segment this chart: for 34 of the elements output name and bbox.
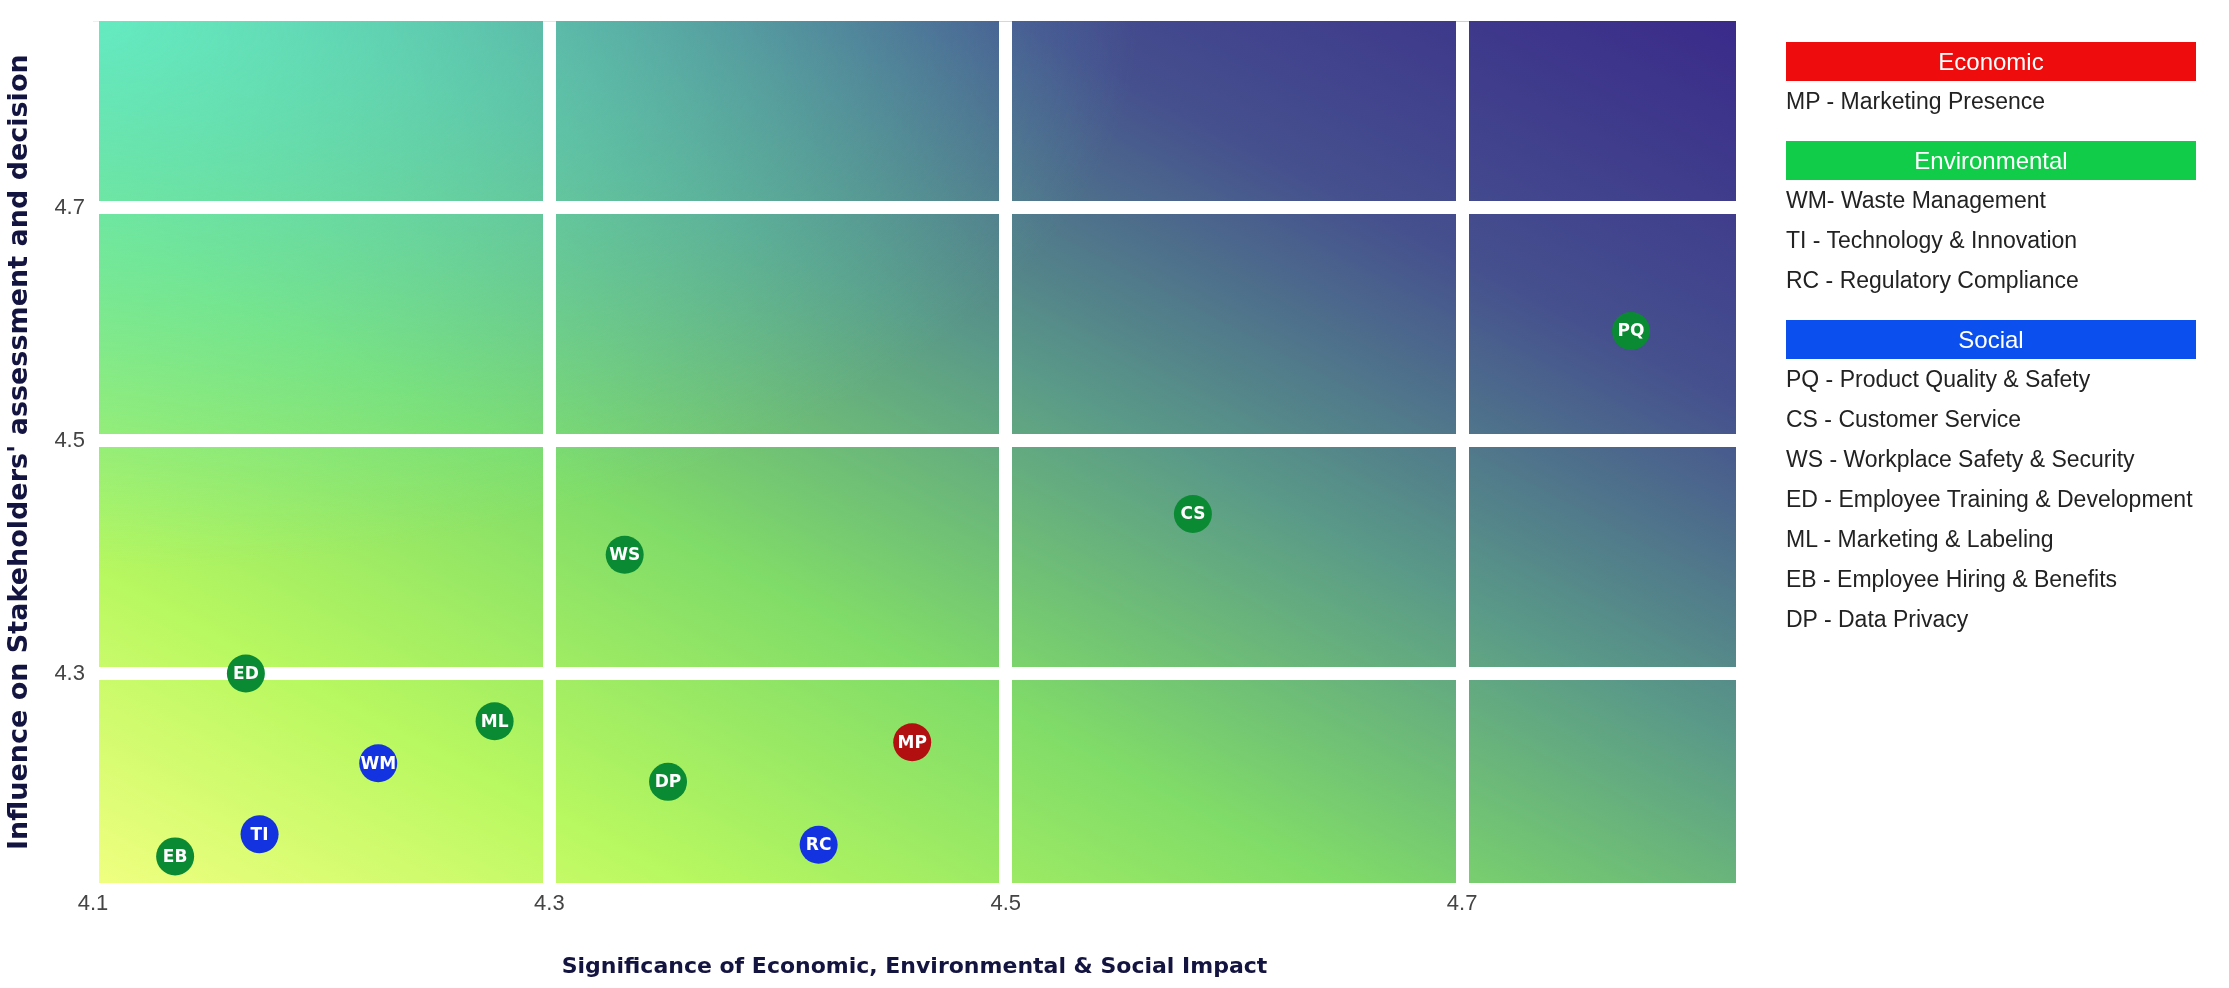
text: RC - Regulatory Compliance [1786, 266, 2080, 295]
text: DP - Data Privacy [1786, 605, 1970, 634]
text: ML - Marketing & Labeling [1786, 525, 2055, 554]
data-label: WS [609, 544, 641, 565]
y-tick-label: 4.3 [54, 659, 85, 685]
text: Environmental [1786, 141, 2196, 180]
data-label: WM [360, 752, 397, 773]
y-tick-label: 4.5 [54, 426, 85, 452]
x-tick-label: 4.7 [1446, 890, 1478, 916]
text: TI - Technology & Innovation [1786, 226, 2079, 255]
data-label: DP [654, 771, 682, 792]
text: MP - Marketing Presence [1786, 87, 2047, 116]
y-tick-label: 4.7 [54, 193, 85, 219]
x-axis-title: Significance of Economic, Environmental & Social Impact [561, 952, 1268, 978]
data-label: ML [480, 710, 509, 731]
data-label: CS [1180, 503, 1206, 524]
text: Economic [1786, 42, 2196, 81]
text: WS - Workplace Safety & Security [1786, 445, 2136, 474]
x-tick-label: 4.3 [534, 890, 565, 916]
x-tick-label: 4.5 [990, 890, 1022, 916]
text: ED - Employee Training & Development [1786, 485, 2194, 514]
data-label: RC [805, 834, 832, 855]
x-tick-label: 4.1 [77, 890, 109, 916]
text: EB - Employee Hiring & Benefits [1786, 565, 2119, 594]
text: WM- Waste Management [1786, 186, 2047, 215]
data-label: TI [250, 823, 269, 844]
text: PQ - Product Quality & Safety [1786, 365, 2092, 394]
text: CS - Customer Service [1786, 405, 2023, 434]
data-label: ED [233, 662, 259, 683]
data-label: MP [897, 731, 927, 752]
data-label: PQ [1617, 320, 1645, 341]
data-label: EB [162, 845, 188, 866]
text: Social [1786, 320, 2196, 359]
y-axis-title: Influence on Stakeholders' assessment and decision [2, 54, 34, 851]
